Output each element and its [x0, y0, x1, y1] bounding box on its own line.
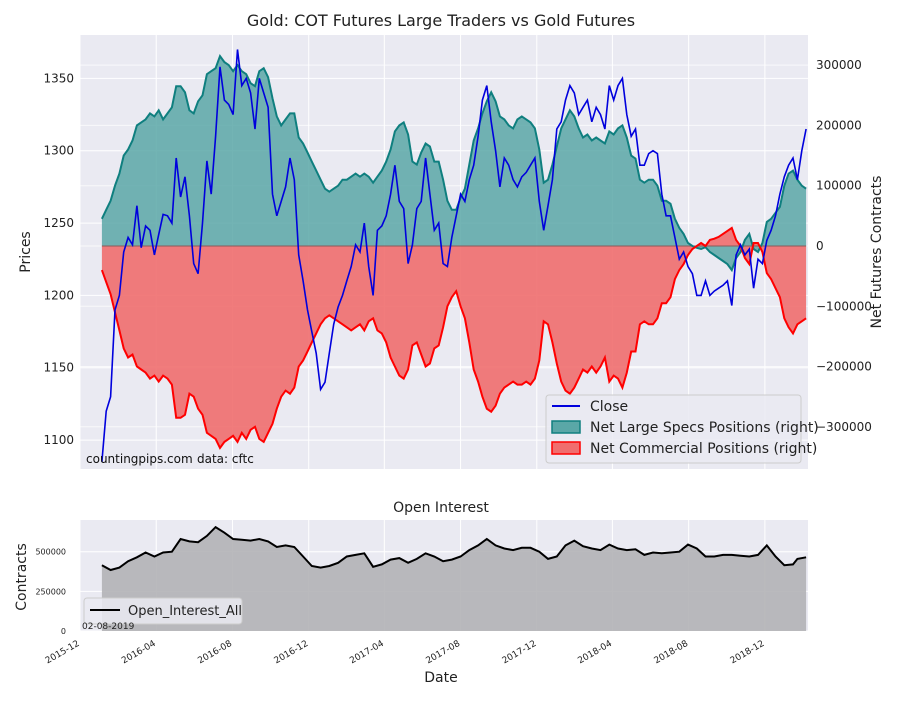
- x-axis-label: Date: [424, 670, 457, 686]
- x-tick-label: 2017-04: [348, 639, 386, 667]
- bottom-y-tick-label: 250000: [35, 587, 66, 596]
- left-tick-label: 1150: [43, 361, 74, 375]
- x-tick-label: 2016-08: [196, 639, 234, 667]
- right-tick-label: 200000: [816, 118, 862, 132]
- right-y-ticks: −300000 −200000 −100000 0 100000 200000 300000: [816, 58, 872, 434]
- open-interest-area: [101, 527, 807, 631]
- bottom-y-axis-label: Contracts: [14, 543, 30, 611]
- legend-specs-swatch: [551, 420, 581, 434]
- x-tick-label: 2018-08: [653, 639, 691, 667]
- bottom-y-tick-label: 500000: [35, 548, 66, 557]
- legend-commercial-label: Net Commercial Positions (right): [590, 441, 817, 457]
- right-tick-label: −200000: [816, 360, 872, 374]
- x-tick-label: 2017-08: [424, 639, 462, 667]
- bottom-y-tick-label: 0: [61, 627, 66, 636]
- bottom-legend-box: [83, 597, 243, 625]
- left-y-axis-label: Prices: [18, 231, 34, 272]
- x-tick-label: 2018-04: [576, 639, 614, 667]
- x-tick-label: 2016-12: [273, 639, 311, 666]
- right-tick-label: 300000: [816, 58, 862, 72]
- commercial-line: [100, 226, 807, 450]
- bottom-x-ticks: 2015-12 2016-04 2016-08 2016-12 2017-04 2017-…: [44, 639, 766, 667]
- bottom-chart-title: Open Interest: [393, 500, 489, 516]
- legend-oi-label: Open_Interest_All: [128, 604, 242, 619]
- watermark-data: data: cftc: [197, 452, 254, 466]
- right-y-axis-label: Net Futures Contracts: [869, 176, 885, 329]
- commercial-area: [101, 227, 807, 448]
- top-chart-title: Gold: COT Futures Large Traders vs Gold …: [247, 11, 635, 30]
- right-tick-label: −100000: [816, 299, 872, 313]
- x-tick-label: 2015-12: [44, 639, 82, 666]
- specs-line: [100, 53, 807, 273]
- left-tick-label: 1300: [43, 144, 74, 158]
- top-legend-box: [545, 394, 802, 464]
- left-y-ticks: 1100 1150 1200 1250 1300 1350: [43, 71, 74, 447]
- left-tick-label: 1200: [43, 288, 74, 302]
- left-tick-label: 1350: [43, 71, 74, 85]
- legend-close-label: Close: [590, 399, 628, 415]
- top-legend: Close Net Large Specs Positions (right) …: [545, 394, 819, 464]
- specs-area: [101, 56, 807, 271]
- legend-commercial-swatch: [551, 441, 581, 455]
- open-interest-line: [101, 525, 807, 572]
- bottom-legend: Open_Interest_All: [83, 597, 243, 625]
- top-series-group: [100, 49, 807, 462]
- date-stamp: 02-08-2019: [82, 622, 135, 632]
- x-tick-label: 2017-12: [501, 639, 539, 666]
- right-tick-label: 100000: [816, 179, 862, 193]
- right-tick-label: −300000: [816, 420, 872, 434]
- close-line: [101, 49, 807, 462]
- legend-specs-label: Net Large Specs Positions (right): [590, 420, 819, 436]
- right-tick-label: 0: [816, 239, 824, 253]
- watermark-site: countingpips.com: [86, 452, 193, 466]
- x-tick-label: 2018-12: [729, 639, 767, 666]
- bottom-y-ticks: 0 250000 500000: [35, 548, 66, 636]
- left-tick-label: 1100: [43, 433, 74, 447]
- left-tick-label: 1250: [43, 216, 74, 230]
- x-tick-label: 2016-04: [120, 639, 158, 667]
